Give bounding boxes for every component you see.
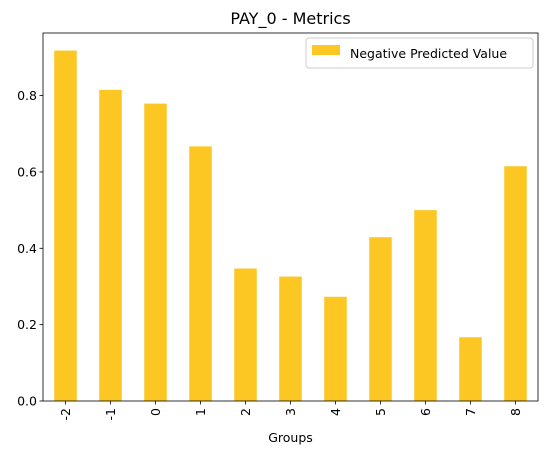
x-tick-label: 8 xyxy=(508,408,523,416)
legend: Negative Predicted Value xyxy=(305,37,534,69)
x-tick-label: 7 xyxy=(463,408,478,416)
bar-0 xyxy=(144,103,167,402)
y-tick-label: 0.8 xyxy=(17,88,37,103)
bar-7 xyxy=(459,337,482,401)
x-tick-label: 6 xyxy=(418,408,433,416)
y-tick-label: 0.2 xyxy=(17,317,37,332)
chart-title: PAY_0 - Metrics xyxy=(230,9,350,29)
bar-1 xyxy=(189,146,212,401)
y-tick-label: 0.6 xyxy=(17,164,37,179)
x-tick-label: 3 xyxy=(283,408,298,416)
legend-label: Negative Predicted Value xyxy=(350,46,507,61)
x-tick-label: -1 xyxy=(103,408,118,420)
y-tick-label: 0.4 xyxy=(17,241,37,256)
bar--1 xyxy=(99,89,122,401)
x-tick-label: 0 xyxy=(148,408,163,416)
bar-4 xyxy=(324,296,347,401)
bar-6 xyxy=(414,210,437,401)
bar-3 xyxy=(279,276,302,401)
x-tick-label: 5 xyxy=(373,408,388,416)
bar-8 xyxy=(504,166,527,401)
legend-swatch xyxy=(312,45,340,55)
x-axis-label: Groups xyxy=(268,430,313,445)
bar-5 xyxy=(369,237,392,401)
axes-layer: 0.0 0.2 0.4 0.6 0.8 -2 -1 0 1 2 3 4 5 6 7 8 xyxy=(17,32,539,420)
x-tick-label: 2 xyxy=(238,408,253,416)
x-tick-label: 4 xyxy=(328,408,343,416)
bar--2 xyxy=(54,50,77,402)
legend-frame xyxy=(305,37,534,69)
bars-layer xyxy=(54,50,527,402)
bar-2 xyxy=(234,268,257,401)
x-tick-label: -2 xyxy=(58,408,73,420)
y-tick-label: 0.0 xyxy=(17,394,37,409)
x-tick-label: 1 xyxy=(193,408,208,416)
